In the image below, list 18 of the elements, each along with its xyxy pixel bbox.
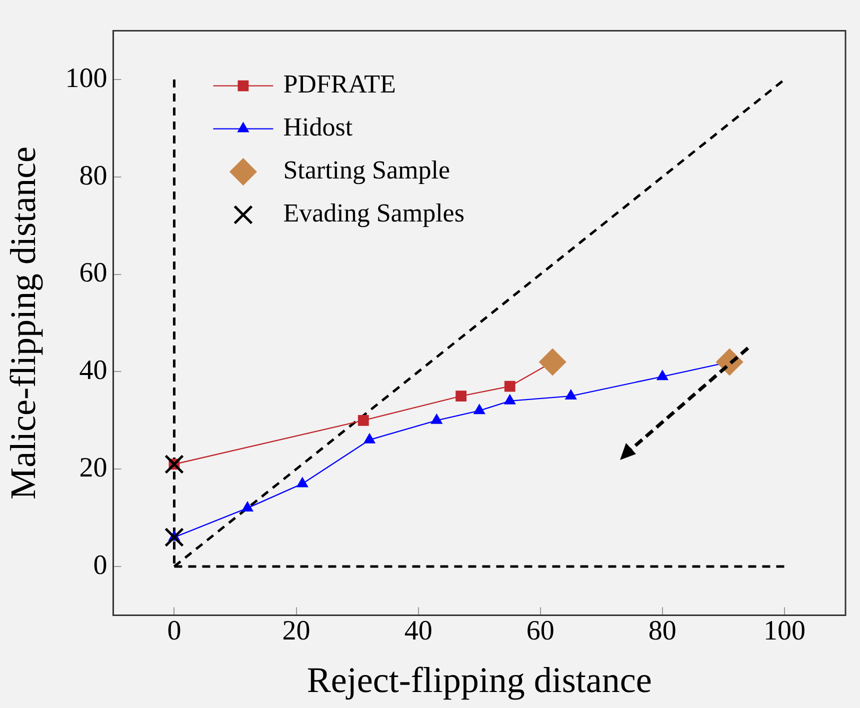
y-tick-label: 40 [79, 355, 108, 386]
x-tick-label: 20 [282, 615, 310, 646]
y-tick-label: 80 [79, 160, 108, 192]
y-tick-label: 60 [79, 258, 108, 289]
y-tick-label: 0 [93, 550, 108, 581]
x-tick-label: 40 [404, 615, 432, 646]
y-tick-label: 20 [79, 452, 108, 484]
x-axis-title: Reject-flipping distance [306, 660, 652, 700]
x-tick-label: 60 [526, 615, 554, 646]
x-tick-label: 0 [167, 615, 182, 646]
legend-label: Evading Samples [283, 198, 464, 228]
y-axis-title: Malice-flipping distance [3, 146, 44, 500]
legend-label: PDFRATE [283, 70, 396, 99]
legend-label: Hidost [283, 112, 354, 142]
x-tick-label: 80 [648, 615, 676, 646]
x-tick-label: 100 [763, 615, 806, 646]
legend-label: Starting Sample [283, 156, 450, 185]
y-tick-label: 100 [65, 62, 108, 94]
